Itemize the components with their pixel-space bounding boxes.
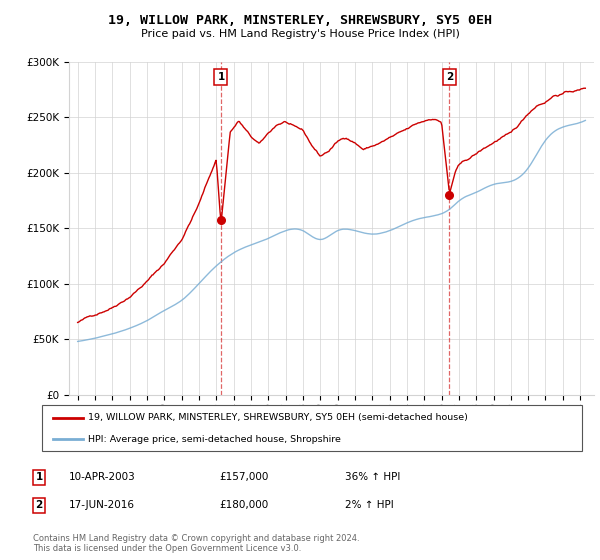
Text: 2% ↑ HPI: 2% ↑ HPI [345,500,394,510]
Text: 19, WILLOW PARK, MINSTERLEY, SHREWSBURY, SY5 0EH: 19, WILLOW PARK, MINSTERLEY, SHREWSBURY,… [108,14,492,27]
Text: 1: 1 [35,472,43,482]
Text: Price paid vs. HM Land Registry's House Price Index (HPI): Price paid vs. HM Land Registry's House … [140,29,460,39]
Text: Contains HM Land Registry data © Crown copyright and database right 2024.
This d: Contains HM Land Registry data © Crown c… [33,534,359,553]
Text: 36% ↑ HPI: 36% ↑ HPI [345,472,400,482]
Text: £157,000: £157,000 [219,472,268,482]
FancyBboxPatch shape [42,405,582,451]
Text: 10-APR-2003: 10-APR-2003 [69,472,136,482]
Text: HPI: Average price, semi-detached house, Shropshire: HPI: Average price, semi-detached house,… [88,435,341,444]
Text: £180,000: £180,000 [219,500,268,510]
Text: 19, WILLOW PARK, MINSTERLEY, SHREWSBURY, SY5 0EH (semi-detached house): 19, WILLOW PARK, MINSTERLEY, SHREWSBURY,… [88,413,468,422]
Text: 2: 2 [446,72,453,82]
Text: 1: 1 [217,72,224,82]
Text: 2: 2 [35,500,43,510]
Text: 17-JUN-2016: 17-JUN-2016 [69,500,135,510]
